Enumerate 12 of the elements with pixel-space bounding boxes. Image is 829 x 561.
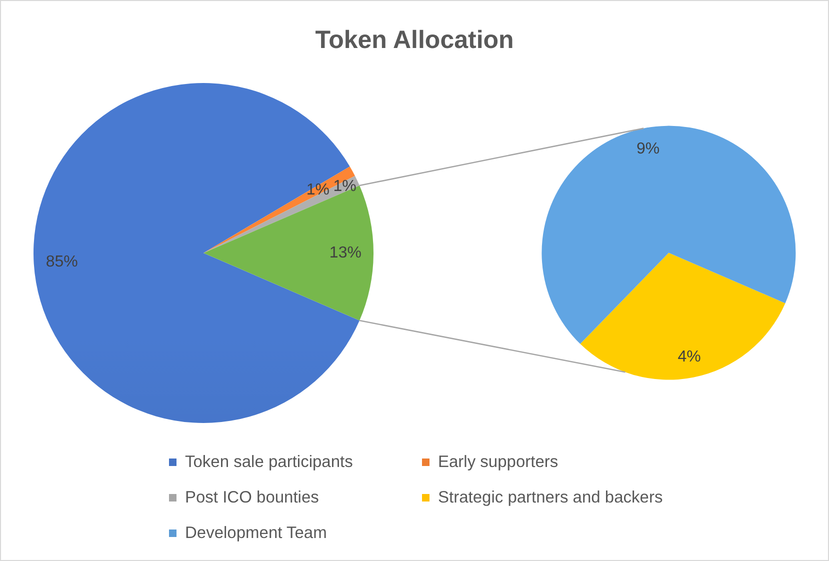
legend-label: Development Team bbox=[185, 524, 327, 542]
legend-label: Early supporters bbox=[438, 453, 558, 471]
data-label: 4% bbox=[678, 348, 701, 366]
data-label: 13% bbox=[329, 244, 362, 262]
pie-slice bbox=[580, 252, 786, 380]
pie-slice bbox=[542, 126, 796, 344]
legend-label: Strategic partners and backers bbox=[438, 488, 663, 506]
chart-title: Token Allocation bbox=[315, 26, 514, 54]
legend-label: Post ICO bounties bbox=[185, 488, 319, 506]
data-label: 85% bbox=[46, 253, 78, 270]
legend-label: Token sale participants bbox=[185, 453, 353, 471]
data-label: 9% bbox=[636, 140, 660, 158]
